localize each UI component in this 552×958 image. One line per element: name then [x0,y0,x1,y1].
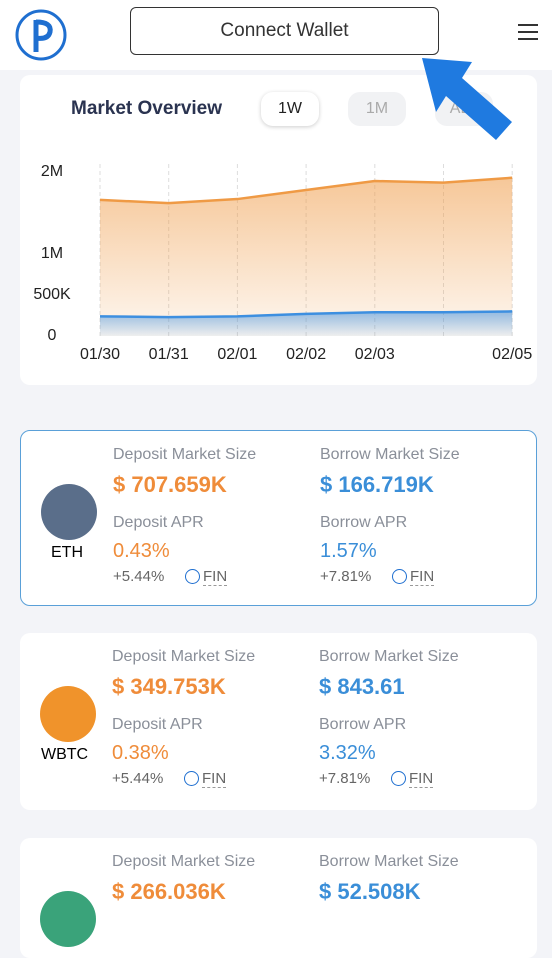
bonus-apr: +7.81% [319,770,371,787]
token-symbol: ETH [51,544,83,561]
x-tick-label: 01/30 [80,346,120,363]
bonus-apr: +7.81% [320,568,372,585]
token-symbol: WBTC [41,746,89,763]
deposit-size: $ 349.753K [112,674,226,699]
x-tick-label: 02/05 [492,346,532,363]
borrow-apr: 1.57% [320,540,377,562]
label: Borrow APR [320,514,408,531]
borrow-size: $ 843.61 [319,674,405,699]
token-icon [40,891,96,947]
fin-icon [392,569,407,584]
label: Deposit APR [112,716,203,733]
fin-icon [391,771,406,786]
label: Deposit APR [113,514,204,531]
x-tick-label: 02/03 [355,346,395,363]
borrow-size: $ 52.508K [319,879,421,904]
fin-icon [184,771,199,786]
connect-wallet-button[interactable]: Connect Wallet [130,7,439,55]
token-icon [41,484,97,540]
y-tick-label: 1M [41,245,63,262]
deposit-apr: 0.43% [113,540,170,562]
fin-icon [185,569,200,584]
time-tab[interactable]: 1M [348,92,406,126]
label: Borrow Market Size [319,853,459,870]
market-card[interactable]: WBTC Deposit Market Size Borrow Market Siz… [20,633,537,810]
y-tick-label: 2M [41,163,63,180]
menu-icon[interactable] [516,22,540,42]
bonus-apr: +5.44% [113,568,165,585]
label: Deposit Market Size [113,446,257,463]
x-tick-label: 01/31 [149,346,189,363]
deposit-size: $ 266.036K [112,879,226,904]
deposit-apr: 0.38% [112,742,169,764]
label: Borrow APR [319,716,407,733]
overview-title: Market Overview [71,98,223,119]
borrow-apr: 3.32% [319,742,376,764]
deposit-size: $ 707.659K [113,472,227,497]
x-tick-label: 02/02 [286,346,326,363]
token-label: FIN [409,770,434,788]
token-label: FIN [203,568,228,586]
label: Deposit Market Size [112,853,256,870]
token-icon [40,686,96,742]
y-tick-label: 0 [48,327,57,344]
chart: 01/30 01/31 02/01 02/02 02/03 02/05 0 500K 1M 2M [33,163,532,363]
market-card[interactable]: Deposit Market Size Borrow Market Size $ 2… [20,838,537,958]
header: Connect Wallet [0,0,552,70]
area [100,177,513,336]
market-card[interactable]: ETH Deposit Market Size Borrow Market Size… [20,430,537,606]
label: Deposit Market Size [112,648,256,665]
line [99,310,513,319]
time-tab[interactable]: 1W [261,92,319,126]
bonus-apr: +5.44% [112,770,164,787]
token-label: FIN [410,568,435,586]
pointer-arrow [422,58,512,140]
token-label: FIN [202,770,227,788]
label: Borrow Market Size [320,446,460,463]
line [99,176,513,205]
y-tick-label: 500K [33,286,71,303]
logo[interactable] [14,8,68,62]
label: Borrow Market Size [319,648,459,665]
x-tick-label: 02/01 [217,346,257,363]
borrow-size: $ 166.719K [320,472,434,497]
